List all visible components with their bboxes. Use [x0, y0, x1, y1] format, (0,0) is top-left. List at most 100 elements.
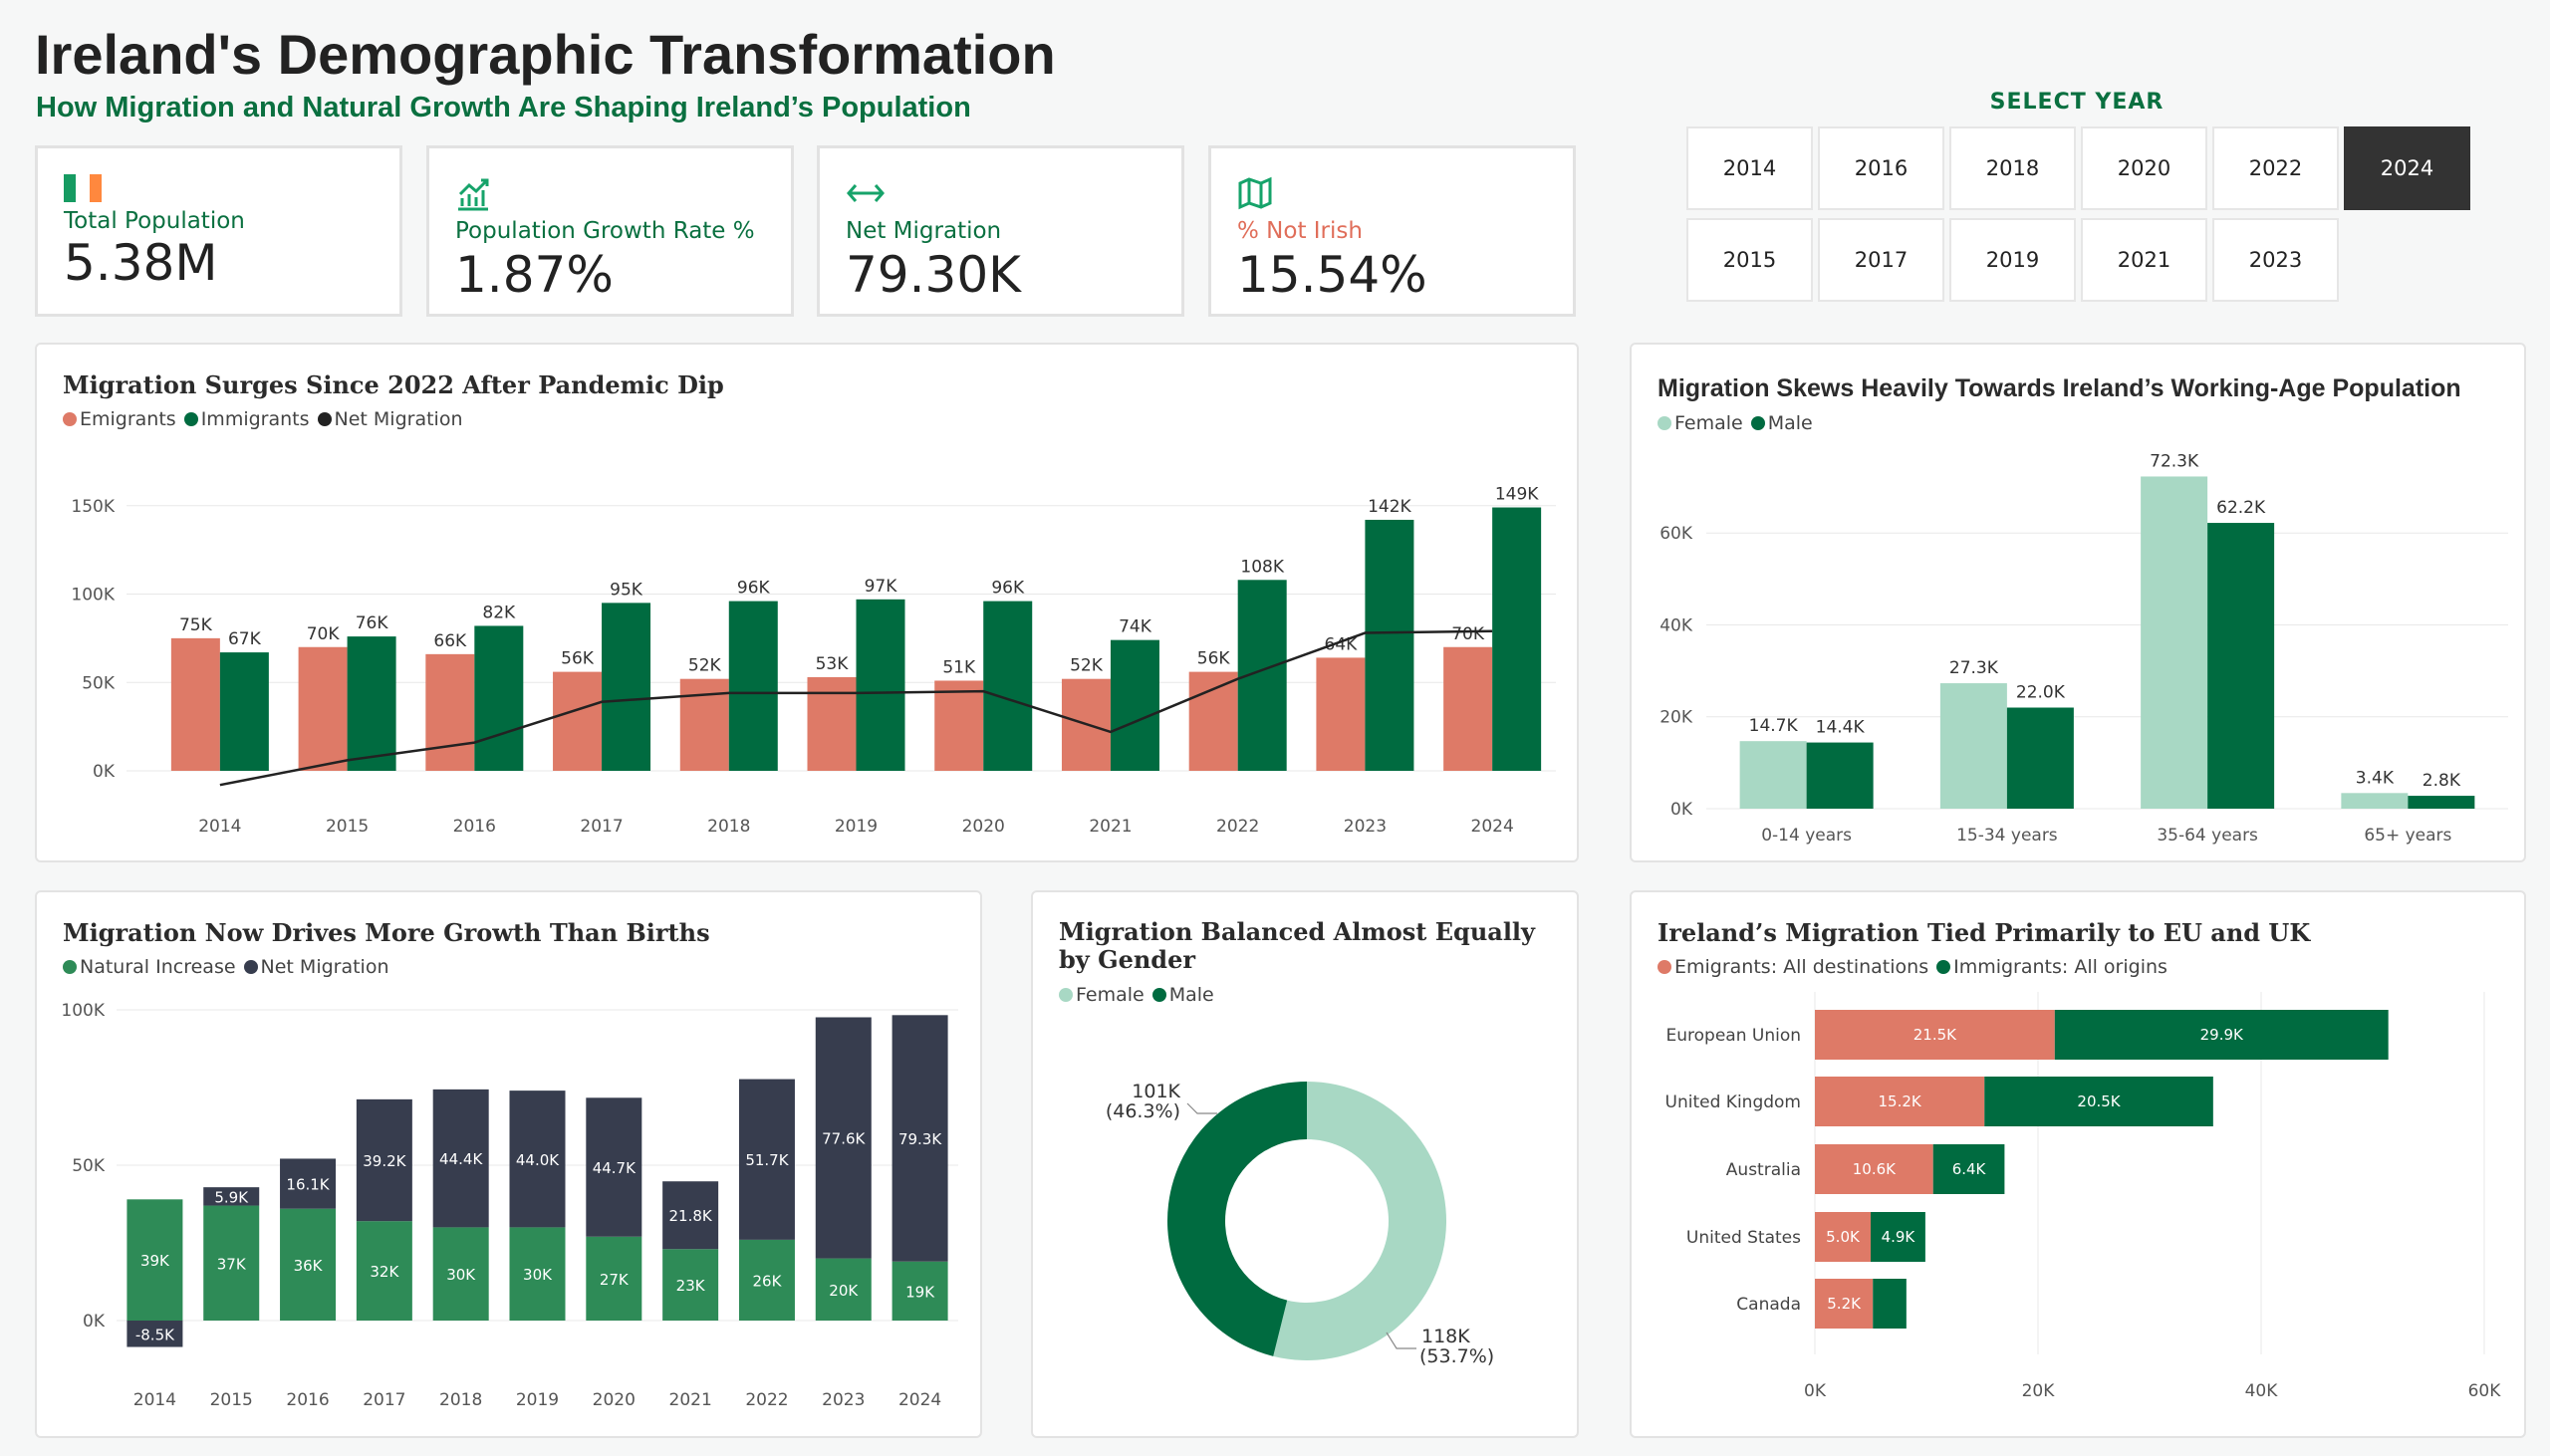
growth-chart-icon: [455, 178, 491, 216]
year-button-2023[interactable]: 2023: [2212, 218, 2339, 302]
bar-emigrants: [1443, 646, 1493, 771]
x-tick-label: 2018: [439, 1390, 482, 1410]
x-tick-label: 2019: [516, 1390, 559, 1410]
x-tick-label: 2024: [1471, 817, 1514, 837]
legend-item-emigrants[interactable]: Emigrants: All destinations: [1658, 956, 1928, 978]
legend-item-female[interactable]: Female: [1059, 984, 1145, 1006]
donut-slice-female: [1273, 1082, 1446, 1360]
bar-male: [2006, 707, 2074, 809]
year-button-2016[interactable]: 2016: [1818, 126, 1944, 210]
data-label: 79.3K: [898, 1130, 942, 1148]
year-button-2024[interactable]: 2024: [2344, 126, 2470, 210]
data-label: 44.4K: [439, 1150, 483, 1168]
bar-net-migration: [280, 1158, 337, 1209]
chart-legend: Natural Increase Net Migration: [63, 956, 389, 978]
bar-immigrants: [983, 601, 1033, 771]
bar-net-migration: [127, 1321, 183, 1347]
legend-item-male[interactable]: Male: [1151, 984, 1214, 1006]
bar-net-migration: [738, 1079, 795, 1240]
legend-item-immigrants[interactable]: Immigrants: [183, 408, 310, 430]
bar-natural-increase: [892, 1261, 948, 1321]
x-tick-label: 20K: [2022, 1381, 2056, 1401]
bar-emigrants: [807, 676, 857, 771]
data-label: 72.3K: [2150, 451, 2199, 471]
y-tick-label: 40K: [1659, 615, 1693, 635]
data-label: 96K: [991, 579, 1025, 599]
data-label: 66K: [433, 631, 467, 651]
destinations-chart: 0K 20K 40K 60K European Union 21.5K 29.9K Unite…: [1665, 992, 2501, 1401]
y-tick-label: United Kingdom: [1665, 1092, 1801, 1112]
year-button-2019[interactable]: 2019: [1949, 218, 2076, 302]
bar-immigrants: [1984, 1077, 2213, 1126]
y-tick-label: 0K: [1670, 800, 1693, 820]
year-button-2021[interactable]: 2021: [2081, 218, 2207, 302]
data-label: 26K: [752, 1272, 782, 1290]
data-label: 5.9K: [214, 1188, 249, 1206]
data-label: 56K: [1197, 649, 1231, 669]
bar-emigrants: [1815, 1279, 1874, 1329]
x-tick-label: 2016: [286, 1390, 329, 1410]
donut-slice-male: [1167, 1082, 1307, 1356]
data-label: 19K: [905, 1283, 935, 1301]
legend-item-natural-increase[interactable]: Natural Increase: [63, 956, 236, 978]
legend-item-male[interactable]: Male: [1750, 412, 1813, 434]
data-label: 37K: [217, 1255, 247, 1273]
data-label: 70K: [307, 624, 341, 644]
bar-immigrants: [602, 603, 651, 771]
data-label: 53K: [816, 654, 850, 674]
year-button-2018[interactable]: 2018: [1949, 126, 2076, 210]
y-tick-label: United States: [1686, 1228, 1801, 1248]
legend-item-immigrants[interactable]: Immigrants: All origins: [1936, 956, 2168, 978]
irish-flag-icon: [64, 174, 102, 206]
x-tick-label: 2015: [326, 817, 369, 837]
bar-natural-increase: [662, 1249, 719, 1321]
data-label: 27.3K: [1949, 658, 1999, 678]
data-label-male: 101K: [1132, 1081, 1180, 1102]
data-label: 5.2K: [1827, 1295, 1862, 1313]
data-label-female-pct: (53.7%): [1419, 1345, 1494, 1367]
kpi-value: 1.87%: [455, 246, 614, 304]
data-label: 14.4K: [1816, 718, 1866, 738]
kpi-label: % Not Irish: [1237, 218, 1363, 244]
year-button-2014[interactable]: 2014: [1686, 126, 1813, 210]
legend-item-emigrants[interactable]: Emigrants: [63, 408, 176, 430]
legend-item-net-migration[interactable]: Net Migration: [317, 408, 463, 430]
chart-legend: Female Male: [1658, 412, 1813, 434]
bar-natural-increase: [815, 1258, 872, 1321]
year-button-2017[interactable]: 2017: [1818, 218, 1944, 302]
bar-emigrants: [298, 646, 348, 771]
bar-natural-increase: [432, 1227, 489, 1321]
bar-emigrants: [1815, 1010, 2055, 1060]
data-label: 74K: [1119, 617, 1152, 637]
year-button-2020[interactable]: 2020: [2081, 126, 2207, 210]
data-label: 52K: [688, 656, 722, 676]
bar-emigrants: [934, 680, 984, 771]
bar-male: [1806, 742, 1874, 809]
data-label: 32K: [370, 1263, 399, 1281]
bar-emigrants: [170, 637, 220, 771]
legend-item-female[interactable]: Female: [1658, 412, 1743, 434]
y-tick-label: 0K: [93, 762, 116, 782]
y-tick-label: 50K: [72, 1156, 106, 1176]
bar-natural-increase: [509, 1227, 566, 1321]
y-tick-label: 150K: [71, 497, 115, 517]
legend-item-net-migration[interactable]: Net Migration: [243, 956, 389, 978]
x-tick-label: 0-14 years: [1761, 826, 1852, 846]
x-tick-label: 2017: [363, 1390, 405, 1410]
kpi-card-net-migration: Net Migration 79.30K: [817, 145, 1184, 317]
data-label: 97K: [865, 577, 898, 597]
data-label: 15.2K: [1878, 1092, 1921, 1110]
year-button-2015[interactable]: 2015: [1686, 218, 1813, 302]
year-selector: 2014 2016 2018 2020 2022 2024 2015 2017 …: [1686, 126, 2483, 306]
kpi-card-growth-rate: Population Growth Rate % 1.87%: [426, 145, 794, 317]
panel-title: Migration Skews Heavily Towards Ireland’…: [1658, 374, 2461, 402]
x-tick-label: 2014: [133, 1390, 176, 1410]
data-label: 62.2K: [2216, 498, 2266, 518]
x-tick-label: 2018: [707, 817, 750, 837]
x-tick-label: 35-64 years: [2157, 826, 2258, 846]
year-button-2022[interactable]: 2022: [2212, 126, 2339, 210]
bar-natural-increase: [127, 1199, 183, 1321]
data-label: 67K: [228, 629, 262, 649]
kpi-label: Population Growth Rate %: [455, 218, 755, 244]
y-tick-label: 100K: [61, 1001, 105, 1021]
